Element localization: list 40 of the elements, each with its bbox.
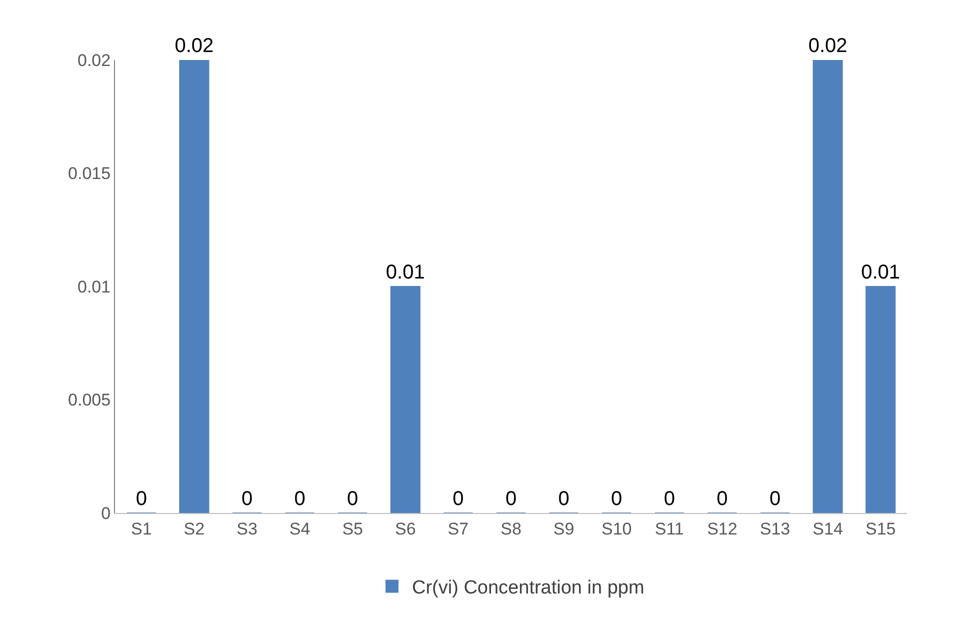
- x-tick-label: S13: [760, 519, 790, 538]
- x-tick-label: S10: [601, 519, 632, 538]
- data-label: 0: [452, 488, 464, 510]
- x-tick-label: S7: [448, 519, 469, 538]
- data-label: 0: [558, 488, 570, 510]
- legend-label: Cr(vi) Concentration in ppm: [412, 578, 644, 599]
- x-tick-label: S4: [289, 519, 310, 538]
- x-tick-label: S3: [236, 519, 258, 538]
- data-label: 0.02: [174, 35, 214, 57]
- bar: [866, 286, 896, 513]
- y-tick-label: 0.02: [78, 50, 111, 70]
- data-label: 0: [347, 488, 358, 510]
- x-tick-label: S9: [553, 519, 574, 538]
- x-tick-label: S1: [131, 519, 152, 538]
- data-label: 0: [769, 488, 781, 510]
- x-tick-label: S2: [184, 519, 205, 538]
- data-label: 0: [716, 488, 728, 510]
- bar: [179, 60, 210, 513]
- data-label: 0: [664, 488, 675, 510]
- data-label: 0: [136, 488, 147, 510]
- data-label: 0: [294, 488, 306, 510]
- data-label: 0: [611, 488, 622, 510]
- x-tick-label: S14: [812, 519, 843, 538]
- data-label: 0.01: [386, 262, 425, 284]
- y-tick-label: 0.005: [68, 390, 111, 410]
- data-label: 0.01: [861, 262, 900, 284]
- bar: [390, 286, 420, 513]
- x-tick-label: S6: [395, 519, 416, 538]
- x-tick-label: S12: [707, 519, 738, 538]
- x-tick-label: S8: [500, 519, 522, 538]
- data-label: 0: [241, 488, 253, 510]
- data-label: 0.02: [808, 35, 848, 57]
- y-tick-label: 0.01: [78, 277, 111, 296]
- x-tick-label: S5: [342, 519, 363, 538]
- data-label: 0: [505, 488, 517, 510]
- bar: [812, 60, 843, 513]
- y-tick-label: 0: [101, 504, 111, 523]
- x-tick-label: S15: [865, 519, 896, 538]
- x-tick-label: S11: [654, 519, 684, 538]
- y-tick-label: 0.015: [68, 164, 111, 184]
